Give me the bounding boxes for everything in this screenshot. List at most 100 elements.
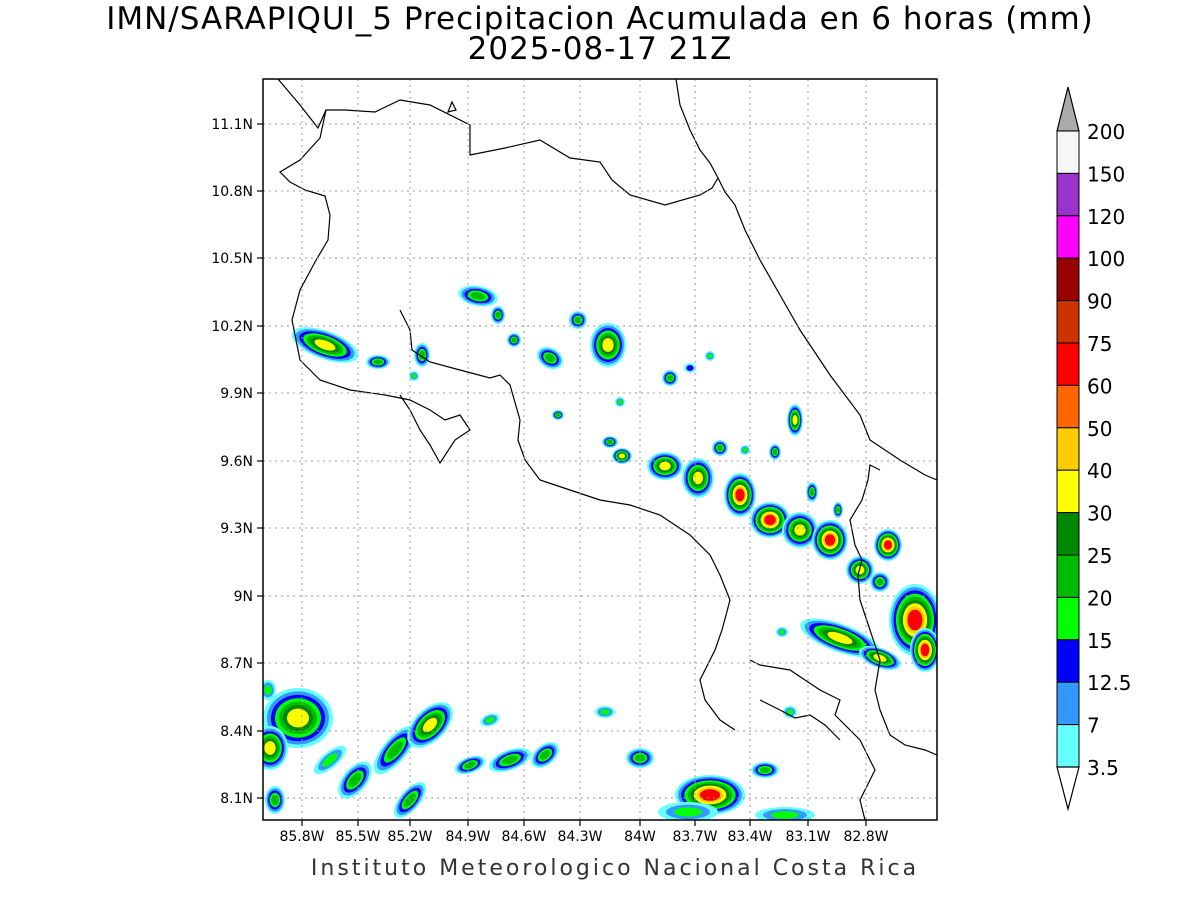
precip-cell xyxy=(387,741,403,759)
latitude-axis: 11.1N 10.8N 10.5N 10.2N 9.9N 9.6N 9.3N 9N 8.7N 8.… xyxy=(211,117,263,807)
precip-cell xyxy=(411,373,417,379)
precip-cell xyxy=(836,507,840,513)
colorbar-legend: 200 150 120 100 90 75 60 50 40 30 25 20 15 12.5 7 3.5 xyxy=(1056,86,1132,812)
precip-cell xyxy=(502,755,518,765)
precip-cell xyxy=(907,609,923,631)
colorbar-swatch xyxy=(1056,384,1080,429)
colorbar-label: 40 xyxy=(1087,459,1112,483)
precip-cell xyxy=(322,753,338,767)
precip-cell xyxy=(470,292,486,300)
caribbean-coast xyxy=(717,177,937,481)
nicoya-gulf xyxy=(399,309,736,731)
precip-cell xyxy=(792,414,798,426)
precip-cell xyxy=(545,353,555,363)
precip-cell xyxy=(667,375,673,381)
precip-cell xyxy=(540,750,550,760)
precip-cell xyxy=(735,488,745,502)
precip-cell xyxy=(809,488,815,496)
precip-cell xyxy=(271,794,279,806)
map-title: IMN/SARAPIQUI_5 Precipitacion Acumulada … xyxy=(106,1,1094,37)
colorbar-label: 150 xyxy=(1087,162,1125,186)
precip-cell xyxy=(717,445,723,451)
precip-cell xyxy=(707,353,713,359)
colorbar-swatch xyxy=(1056,300,1080,344)
colorbar-over-arrow xyxy=(1056,86,1080,132)
colorbar-swatch xyxy=(1056,681,1080,726)
colorbar-label: 60 xyxy=(1087,374,1112,398)
pacific-coast-northwest xyxy=(279,109,471,465)
lon-tick-label: 83.7W xyxy=(672,829,717,845)
precip-cell xyxy=(495,311,501,319)
precip-cell xyxy=(373,359,383,365)
colorbar-swatch xyxy=(1056,427,1080,471)
precip-cell xyxy=(618,453,626,459)
precip-cell xyxy=(314,339,336,351)
precip-cell xyxy=(824,534,836,546)
graticule xyxy=(263,79,937,820)
colorbar-label: 3.5 xyxy=(1087,756,1119,780)
colorbar-swatch xyxy=(1056,724,1080,768)
precip-cell xyxy=(607,439,613,445)
precip-cell xyxy=(674,807,702,817)
precip-cell xyxy=(771,811,799,819)
colorbar-swatch xyxy=(1056,130,1080,174)
longitude-axis: 85.8W 85.5W 85.2W 84.9W 84.6W 84.3W 84W 83.7W 83… xyxy=(279,820,889,845)
precip-cell xyxy=(772,449,778,455)
lat-tick-label: 10.2N xyxy=(211,319,253,335)
precip-cell xyxy=(692,471,704,485)
lon-tick-label: 82.8W xyxy=(843,829,888,845)
osa-peninsula xyxy=(749,659,876,820)
precip-cell xyxy=(464,761,476,769)
colorbar-label: 20 xyxy=(1087,586,1112,610)
nicaragua-coast-north xyxy=(277,79,719,206)
colorbar-swatch xyxy=(1056,257,1080,302)
colorbar-label: 12.5 xyxy=(1087,671,1132,695)
lat-tick-label: 9N xyxy=(234,589,253,605)
lon-tick-label: 85.2W xyxy=(387,829,432,845)
precipitation-field xyxy=(263,285,937,820)
colorbar-label: 15 xyxy=(1087,629,1112,653)
lon-tick-label: 83.4W xyxy=(727,829,772,845)
precip-cell xyxy=(883,540,893,550)
precip-cell xyxy=(764,514,776,526)
precip-cell xyxy=(617,399,623,405)
lon-tick-label: 84.3W xyxy=(557,829,602,845)
colorbar-label: 25 xyxy=(1087,544,1112,568)
lat-tick-label: 10.8N xyxy=(211,184,253,200)
colorbar-swatch xyxy=(1056,469,1080,514)
precip-cell xyxy=(699,789,721,801)
lat-tick-label: 8.4N xyxy=(220,724,253,740)
precip-cell xyxy=(485,716,495,724)
lon-tick-label: 84W xyxy=(624,829,656,845)
precip-cell xyxy=(555,413,561,417)
panama-coast xyxy=(879,709,937,756)
colorbar-label: 100 xyxy=(1087,247,1125,271)
colorbar-label: 30 xyxy=(1087,502,1112,526)
colorbar-swatch xyxy=(1056,554,1080,598)
lat-tick-label: 8.7N xyxy=(220,656,253,672)
precip-cell xyxy=(422,717,438,733)
lat-tick-label: 10.5N xyxy=(211,251,253,267)
colorbar-swatch xyxy=(1056,512,1080,556)
precip-cell xyxy=(511,337,517,343)
lon-tick-label: 83.1W xyxy=(785,829,830,845)
lon-tick-label: 85.8W xyxy=(279,829,324,845)
colorbar-label: 50 xyxy=(1087,417,1112,441)
lat-tick-label: 9.6N xyxy=(220,454,253,470)
lat-tick-label: 9.3N xyxy=(220,521,253,537)
lake-island xyxy=(447,100,457,113)
precip-cell xyxy=(855,565,865,575)
lat-tick-label: 9.9N xyxy=(220,386,253,402)
precip-cell xyxy=(794,524,806,536)
colorbar-label: 75 xyxy=(1087,332,1112,356)
colorbar-label: 200 xyxy=(1087,120,1125,144)
footer-credit: Instituto Meteorologico Nacional Costa R… xyxy=(310,856,920,881)
precip-cell xyxy=(920,643,930,657)
colorbar-label: 120 xyxy=(1087,205,1125,229)
coastlines xyxy=(277,79,937,820)
map-subtitle-datetime: 2025-08-17 21Z xyxy=(467,31,733,67)
panama-border xyxy=(849,464,881,711)
colorbar-swatch xyxy=(1056,639,1080,683)
precip-cell xyxy=(873,654,887,662)
